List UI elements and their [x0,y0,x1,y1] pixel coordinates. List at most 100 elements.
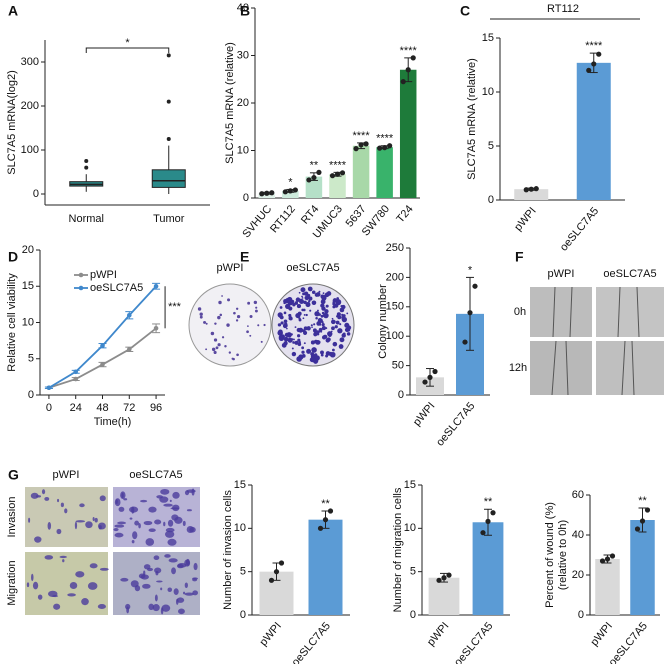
y-tick-label: 0 [578,609,584,621]
colony [303,314,306,316]
cell [123,498,128,501]
colony [339,307,345,313]
cell [154,594,158,602]
cell [178,608,185,615]
image [113,487,200,547]
data-point [400,79,406,85]
significance: ** [484,496,493,508]
cell [30,492,39,499]
cell [145,538,155,546]
cell [94,517,98,523]
colony [303,342,306,345]
cell [134,585,141,592]
marker [126,312,132,318]
data-point [528,186,534,192]
colony [304,295,309,300]
colony [221,336,225,339]
colony [287,337,293,343]
colony [331,348,335,352]
colony [311,326,313,329]
colony [324,309,329,314]
x-tick-label: 0 [46,402,52,414]
x-axis-label: Time(h) [94,416,131,428]
cell [89,563,98,569]
colony [288,306,293,311]
marker [153,326,159,331]
colony [322,294,327,299]
y-tick-label: 0 [33,188,39,200]
cell [167,587,173,592]
colony [283,336,289,342]
colony [303,300,307,305]
data-point [329,173,336,179]
data-point [591,61,597,67]
colony [284,332,289,337]
cell [164,554,171,558]
cell [81,598,89,606]
data-point [306,177,312,183]
colony [312,328,317,333]
cell [173,588,179,595]
y-tick-label: 15 [482,32,494,44]
significance: **** [585,40,603,52]
colony [294,340,299,345]
y-tick-label: 5 [410,566,416,578]
colony [215,346,219,350]
colony [299,298,303,302]
colony [292,341,295,344]
colony [298,291,301,294]
cell [156,580,163,583]
colony [298,327,304,333]
colony [235,319,239,322]
box [151,169,186,188]
colony-dishes [188,283,355,367]
cell [129,517,133,520]
cell [117,521,127,525]
data-point [644,507,651,513]
wound-edge [551,286,640,396]
significance-bracket [85,47,170,53]
cell [60,502,64,508]
cell [148,603,155,611]
bar [576,62,611,201]
colony [318,318,323,323]
colony [316,330,320,334]
chart-title: RT112 [547,3,579,15]
cell [47,521,52,530]
colony [297,311,302,316]
y-tick-label: 5 [240,566,246,578]
data-point [387,143,393,149]
cell [172,491,180,499]
colony [254,309,258,313]
cell [26,582,30,588]
x-tick-label: 24 [70,402,82,414]
colony [317,340,321,344]
colony [302,329,306,332]
y-axis-label: Percent of wound (%) [544,502,556,608]
marker [73,369,79,375]
colony [235,307,239,310]
cell [126,606,130,614]
colony [308,300,311,303]
colony [333,298,337,302]
colony [311,300,317,306]
cell [186,509,192,512]
dish [188,283,272,367]
legend-label: oeSLC7A5 [90,282,143,294]
colony [301,346,305,350]
x-tick-label: 72 [123,402,135,414]
cell [56,528,62,535]
colony [199,312,203,316]
colony [214,322,217,325]
y-axis-label: SLC7A5 mRNA (relative) [466,58,478,180]
data-point [269,190,275,196]
colony [224,345,227,348]
panel-letter: D [8,249,18,265]
data-point [490,510,496,516]
colony [294,326,297,329]
colony [211,347,216,352]
cell [159,496,169,503]
panel-letter: F [515,249,524,265]
cell [114,524,125,528]
y-tick-label: 0 [243,192,249,204]
